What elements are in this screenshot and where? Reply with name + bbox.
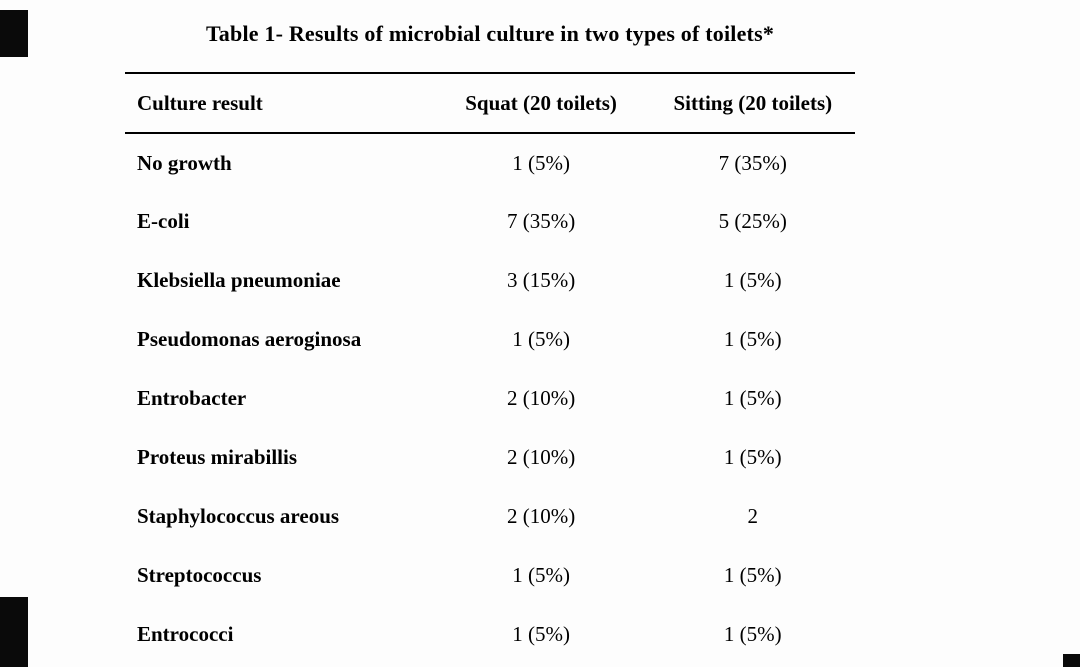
scan-artifact-top-left <box>0 10 28 57</box>
sitting-value: 5 (25%) <box>718 209 787 233</box>
squat-value: 2 (10%) <box>506 386 576 410</box>
header-squat: Squat (20 toilets) <box>465 90 617 115</box>
sitting-value: 1 (5%) <box>723 563 782 587</box>
row-label: Pseudomonas aeroginosa <box>137 327 362 351</box>
header-culture-result: Culture result <box>137 90 263 115</box>
table-header: Culture result Squat (20 toilets) Sittin… <box>125 73 855 133</box>
table-title: Table 1- Results of microbial culture in… <box>205 21 775 46</box>
results-table: Culture result Squat (20 toilets) Sittin… <box>125 72 855 664</box>
row-label: Klebsiella pneumoniae <box>137 268 341 292</box>
squat-value: 2 (10%) <box>506 504 576 528</box>
table-row: Entrococci 1 (5%) 1 (5%) <box>125 605 855 664</box>
row-label: Proteus mirabillis <box>137 445 298 469</box>
header-row: Culture result Squat (20 toilets) Sittin… <box>125 73 855 133</box>
squat-value: 3 (15%) <box>506 268 576 292</box>
squat-value: 1 (5%) <box>512 150 570 175</box>
row-label: Streptococcus <box>137 563 262 587</box>
row-label: No growth <box>137 150 232 175</box>
sitting-value: 1 (5%) <box>723 622 782 646</box>
squat-value: 1 (5%) <box>512 327 570 351</box>
row-label: Staphylococcus areous <box>137 504 340 528</box>
row-label: Entrobacter <box>137 386 247 410</box>
sitting-value: 1 (5%) <box>723 445 782 469</box>
table-row: Proteus mirabillis 2 (10%) 1 (5%) <box>125 428 855 487</box>
squat-value: 1 (5%) <box>512 622 570 646</box>
table-row: Streptococcus 1 (5%) 1 (5%) <box>125 546 855 605</box>
squat-value: 2 (10%) <box>506 445 576 469</box>
sitting-value: 1 (5%) <box>723 327 782 351</box>
table-row: Klebsiella pneumoniae 3 (15%) 1 (5%) <box>125 251 855 310</box>
scan-artifact-bottom-left <box>0 597 28 667</box>
squat-value: 7 (35%) <box>506 209 576 233</box>
sitting-value: 7 (35%) <box>718 150 787 175</box>
table-row: Pseudomonas aeroginosa 1 (5%) 1 (5%) <box>125 310 855 369</box>
row-label: E-coli <box>137 209 190 233</box>
row-label: Entrococci <box>137 622 234 646</box>
header-sitting: Sitting (20 toilets) <box>673 90 833 115</box>
table-body: No growth 1 (5%) 7 (35%) E-coli 7 (35%) … <box>125 133 855 664</box>
table-row: Entrobacter 2 (10%) 1 (5%) <box>125 369 855 428</box>
table-row: No growth 1 (5%) 7 (35%) <box>125 133 855 192</box>
sitting-value: 1 (5%) <box>723 386 782 410</box>
squat-value: 1 (5%) <box>512 563 570 587</box>
scan-artifact-bottom-right <box>1063 654 1080 667</box>
table-row: Staphylococcus areous 2 (10%) 2 <box>125 487 855 546</box>
table-row: E-coli 7 (35%) 5 (25%) <box>125 192 855 251</box>
sitting-value: 2 <box>747 504 759 528</box>
sitting-value: 1 (5%) <box>723 268 782 292</box>
